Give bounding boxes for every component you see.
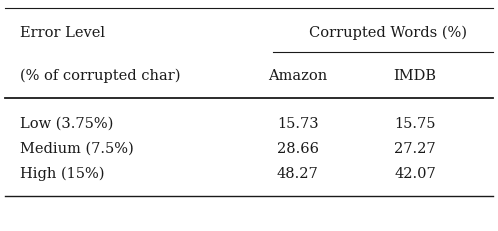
Text: Amazon: Amazon	[268, 69, 327, 83]
Text: Low (3.75%): Low (3.75%)	[19, 116, 113, 130]
Text: 15.73: 15.73	[277, 116, 319, 130]
Text: IMDB: IMDB	[393, 69, 436, 83]
Text: Corrupted Words (%): Corrupted Words (%)	[309, 26, 467, 40]
Text: 27.27: 27.27	[394, 141, 436, 155]
Text: Error Level: Error Level	[19, 26, 105, 40]
Text: 15.75: 15.75	[394, 116, 436, 130]
Text: 42.07: 42.07	[394, 166, 436, 180]
Text: Medium (7.5%): Medium (7.5%)	[19, 141, 133, 155]
Text: 48.27: 48.27	[277, 166, 319, 180]
Text: High (15%): High (15%)	[19, 166, 104, 180]
Text: (% of corrupted char): (% of corrupted char)	[19, 69, 180, 83]
Text: 28.66: 28.66	[277, 141, 319, 155]
